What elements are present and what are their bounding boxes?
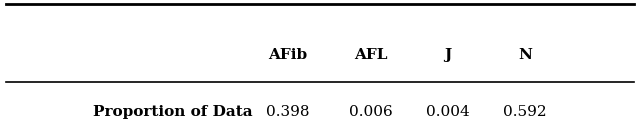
- Text: N: N: [518, 48, 532, 62]
- Text: AFib: AFib: [268, 48, 308, 62]
- Text: AFL: AFL: [355, 48, 388, 62]
- Text: 0.592: 0.592: [503, 105, 547, 119]
- Text: Proportion of Data: Proportion of Data: [93, 105, 253, 119]
- Text: 0.398: 0.398: [266, 105, 310, 119]
- Text: 0.006: 0.006: [349, 105, 393, 119]
- Text: 0.004: 0.004: [426, 105, 470, 119]
- Text: J: J: [444, 48, 452, 62]
